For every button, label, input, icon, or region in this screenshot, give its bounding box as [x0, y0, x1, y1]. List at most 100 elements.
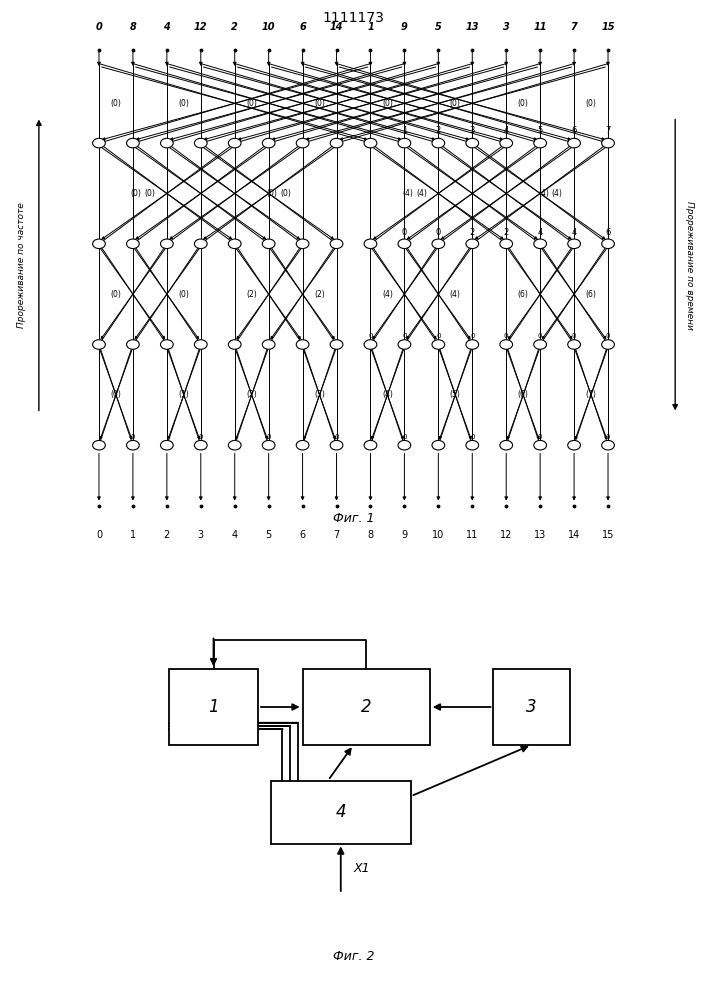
Circle shape — [93, 340, 105, 349]
Text: 0: 0 — [368, 333, 373, 339]
Circle shape — [228, 138, 241, 148]
Text: 12: 12 — [500, 530, 513, 540]
Text: 2: 2 — [503, 228, 509, 237]
Circle shape — [432, 138, 445, 148]
Text: 10: 10 — [262, 22, 276, 32]
Text: 3: 3 — [469, 126, 475, 135]
Circle shape — [568, 440, 580, 450]
Text: (0): (0) — [110, 390, 122, 399]
Text: (0): (0) — [246, 99, 257, 108]
Text: (0): (0) — [280, 189, 291, 198]
Circle shape — [296, 138, 309, 148]
Circle shape — [602, 239, 614, 249]
Circle shape — [398, 440, 411, 450]
Text: 2: 2 — [361, 698, 372, 716]
Circle shape — [160, 440, 173, 450]
Circle shape — [500, 440, 513, 450]
Text: 4: 4 — [335, 803, 346, 821]
Text: 0: 0 — [402, 434, 407, 440]
Text: X1: X1 — [354, 862, 370, 875]
Bar — [271, 780, 411, 844]
Text: 6: 6 — [300, 530, 305, 540]
Text: 14: 14 — [568, 530, 580, 540]
Text: 9: 9 — [402, 530, 407, 540]
Text: (0): (0) — [178, 290, 189, 299]
Bar — [303, 669, 430, 745]
Circle shape — [534, 440, 547, 450]
Circle shape — [194, 138, 207, 148]
Circle shape — [228, 340, 241, 349]
Text: 4: 4 — [503, 126, 509, 135]
Bar — [169, 669, 258, 745]
Text: 4: 4 — [537, 228, 543, 237]
Text: 0: 0 — [470, 434, 474, 440]
Text: 0: 0 — [402, 228, 407, 237]
Text: 0: 0 — [96, 530, 102, 540]
Text: 0: 0 — [334, 434, 339, 440]
Circle shape — [364, 239, 377, 249]
Circle shape — [398, 239, 411, 249]
Circle shape — [568, 239, 580, 249]
Text: 3: 3 — [198, 530, 204, 540]
Circle shape — [160, 239, 173, 249]
Text: 4: 4 — [571, 228, 577, 237]
Text: 0: 0 — [131, 434, 135, 440]
Text: Прореживание по времени: Прореживание по времени — [685, 201, 694, 329]
Text: (5): (5) — [450, 390, 461, 399]
Text: (2): (2) — [246, 290, 257, 299]
Text: (3): (3) — [314, 390, 325, 399]
Circle shape — [262, 138, 275, 148]
Circle shape — [568, 138, 580, 148]
Text: Фиг. 1: Фиг. 1 — [333, 512, 374, 525]
Circle shape — [602, 138, 614, 148]
Circle shape — [466, 440, 479, 450]
Text: 13: 13 — [465, 22, 479, 32]
Bar — [493, 669, 570, 745]
Text: 6: 6 — [605, 228, 611, 237]
Text: 15: 15 — [601, 22, 615, 32]
Circle shape — [127, 440, 139, 450]
Circle shape — [228, 239, 241, 249]
Text: 9: 9 — [401, 22, 408, 32]
Text: (4): (4) — [551, 189, 563, 198]
Text: 0: 0 — [572, 333, 576, 339]
Circle shape — [364, 340, 377, 349]
Text: 0: 0 — [538, 434, 542, 440]
Text: (4): (4) — [538, 189, 549, 198]
Circle shape — [500, 340, 513, 349]
Circle shape — [296, 239, 309, 249]
Text: 6: 6 — [299, 22, 306, 32]
Text: (0): (0) — [110, 290, 122, 299]
Text: 13: 13 — [534, 530, 547, 540]
Text: 3: 3 — [503, 22, 510, 32]
Circle shape — [194, 239, 207, 249]
Circle shape — [500, 138, 513, 148]
Circle shape — [160, 340, 173, 349]
Text: Фиг. 2: Фиг. 2 — [333, 950, 374, 963]
Text: (1): (1) — [178, 390, 189, 399]
Text: Прореживание по частоте: Прореживание по частоте — [17, 202, 25, 328]
Text: (0): (0) — [110, 99, 122, 108]
Circle shape — [330, 239, 343, 249]
Text: 10: 10 — [432, 530, 445, 540]
Text: 1111173: 1111173 — [322, 11, 385, 25]
Text: 12: 12 — [194, 22, 208, 32]
Text: (0): (0) — [144, 189, 156, 198]
Text: (7): (7) — [585, 390, 597, 399]
Text: (2): (2) — [246, 390, 257, 399]
Circle shape — [602, 340, 614, 349]
Circle shape — [93, 138, 105, 148]
Text: 2: 2 — [436, 126, 441, 135]
Text: (4): (4) — [416, 189, 427, 198]
Circle shape — [432, 239, 445, 249]
Text: 5: 5 — [435, 22, 442, 32]
Text: (0): (0) — [267, 189, 277, 198]
Circle shape — [262, 239, 275, 249]
Text: 14: 14 — [329, 22, 344, 32]
Text: 1: 1 — [367, 22, 374, 32]
Circle shape — [330, 440, 343, 450]
Circle shape — [466, 340, 479, 349]
Text: (4): (4) — [382, 290, 393, 299]
Circle shape — [262, 340, 275, 349]
Text: 3: 3 — [526, 698, 537, 716]
